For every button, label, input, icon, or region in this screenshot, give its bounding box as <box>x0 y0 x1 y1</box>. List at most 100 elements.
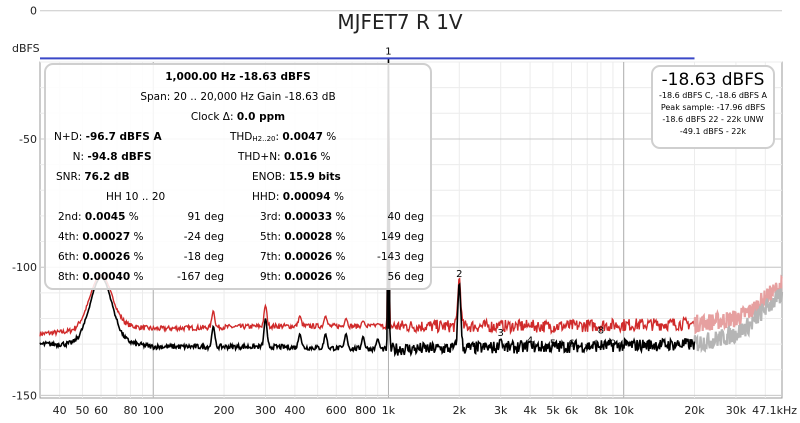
y-tick-label: 0 <box>30 5 37 18</box>
harmonic-marker-label: 3 <box>498 328 504 339</box>
harmonic-label: 9th: <box>260 271 281 283</box>
harmonic-marker-label: 8 <box>598 325 604 336</box>
harmonic-phase: -24 deg <box>183 231 224 243</box>
thd-unit: % <box>326 131 337 143</box>
harmonic-phase: -18 deg <box>183 251 224 263</box>
x-tick-label: 30k <box>726 404 747 417</box>
clock-value: 0.0 ppm <box>236 111 286 123</box>
hh-label: HH 10 .. 20 <box>106 191 166 203</box>
enob-value: 15.9 bits <box>288 171 341 183</box>
nd-value: -96.7 dBFS A <box>85 131 162 143</box>
x-tick-label: 400 <box>284 404 305 417</box>
level-line-2: Peak sample: -17.96 dBFS <box>660 103 766 112</box>
x-tick-label: 80 <box>123 404 137 417</box>
series-line <box>39 65 696 358</box>
tick-labels: -150 -100 -50 0 40 50 60 80 100 200 300 400 600 800 1k… <box>12 5 797 417</box>
harmonic-label: 8th: <box>58 271 79 283</box>
harmonic-markers: 1 2 3 4 5 6 789 <box>385 46 616 354</box>
x-tick-label: 3k <box>494 404 508 417</box>
x-tick-label: 40 <box>53 404 67 417</box>
harmonic-value: 0.00026 <box>82 251 131 263</box>
chart-title: MJFET7 R 1V <box>337 10 463 34</box>
y-tick-label: -100 <box>12 261 37 274</box>
harmonic-phase: 40 deg <box>387 211 425 223</box>
harmonic-phase: 56 deg <box>387 271 425 283</box>
level-line-1: -18.6 dBFS C, -18.6 dBFS A <box>659 91 767 100</box>
harmonic-marker-label: 9 <box>610 338 616 349</box>
enob-label: ENOB: <box>252 171 286 183</box>
x-tick-label: 300 <box>255 404 276 417</box>
y-axis-label: dBFS <box>12 42 40 55</box>
fundamental-label: 1 <box>385 46 391 57</box>
harmonic-value: 0.00033 <box>284 211 333 223</box>
harmonic-unit: % <box>335 271 346 283</box>
thd-sub: H2..20 <box>252 135 276 143</box>
level-main: -18.63 dBFS <box>661 70 765 90</box>
x-tick-label: 4k <box>523 404 537 417</box>
thd-label: THD <box>230 131 253 143</box>
snr-label: SNR: <box>56 171 82 183</box>
harmonic-unit: % <box>133 251 144 263</box>
x-tick-label: 47.1kHz <box>752 404 797 417</box>
harmonic-unit: % <box>133 231 144 243</box>
harmonic-phase: 149 deg <box>380 231 424 243</box>
harmonic-value: 0.00028 <box>284 231 333 243</box>
y-tick-label: -150 <box>12 389 37 402</box>
harmonic-phase: 91 deg <box>187 211 225 223</box>
x-tick-label: 200 <box>214 404 235 417</box>
hhd-unit: % <box>333 191 344 203</box>
harmonic-label: 3rd: <box>260 211 282 223</box>
thdn-label: THD+N: <box>238 151 281 163</box>
level-line-4: -49.1 dBFS - 22k <box>679 127 747 136</box>
x-tick-label: 20k <box>684 404 705 417</box>
harmonic-label: 6th: <box>58 251 79 263</box>
harmonic-value: 0.00026 <box>284 271 333 283</box>
hhd-label: HHD: <box>252 191 280 203</box>
harmonic-marker-label: 2 <box>456 269 462 280</box>
harmonic-label: 7th: <box>260 251 281 263</box>
level-readout: -18.63 dBFS -18.6 dBFS C, -18.6 dBFS A P… <box>651 65 775 149</box>
x-tick-label: 100 <box>143 404 164 417</box>
hhd-value: 0.00094 <box>282 191 331 203</box>
snr-value: 76.2 dB <box>84 171 130 183</box>
x-tick-label: 800 <box>355 404 376 417</box>
series-extension <box>693 274 783 335</box>
harmonic-marker-label: 5 <box>550 338 556 349</box>
harmonic-value: 0.00027 <box>82 231 131 243</box>
clock-label: Clock Δ: <box>190 111 237 123</box>
x-tick-label: 10k <box>614 404 635 417</box>
x-tick-label: 50 <box>75 404 89 417</box>
x-tick-label: 6k <box>565 404 579 417</box>
panel-header-span: Span: 20 .. 20,000 Hz Gain -18.63 dB <box>140 91 336 103</box>
harmonic-label: 5th: <box>260 231 281 243</box>
thdn-value: 0.016 <box>283 151 318 163</box>
y-tick-label: -50 <box>19 133 37 146</box>
thd-value: 0.0047 <box>282 131 323 143</box>
harmonic-marker-label: 6 <box>568 338 574 349</box>
x-tick-label: 1k <box>382 404 396 417</box>
nd-label: N+D: <box>54 131 83 143</box>
harmonic-marker-label: 7 <box>584 343 590 354</box>
thdn-unit: % <box>320 151 331 163</box>
harmonic-unit: % <box>335 211 346 223</box>
harmonic-value: 0.00026 <box>284 251 333 263</box>
series-extension <box>693 288 784 354</box>
harmonic-value: 0.0045 <box>84 211 126 223</box>
n-value: -94.8 dBFS <box>87 151 152 163</box>
harmonic-label: 2nd: <box>58 211 82 223</box>
harmonic-unit: % <box>335 231 346 243</box>
harmonic-unit: % <box>335 251 346 263</box>
x-tick-label: 2k <box>453 404 467 417</box>
series-line <box>39 65 696 338</box>
harmonic-label: 4th: <box>58 231 79 243</box>
harmonic-phase: -143 deg <box>377 251 424 263</box>
x-tick-label: 600 <box>326 404 347 417</box>
harmonic-unit: % <box>128 211 139 223</box>
x-tick-label: 8k <box>594 404 608 417</box>
harmonic-value: 0.00040 <box>82 271 131 283</box>
x-tick-label: 60 <box>94 404 108 417</box>
x-tick-label: 5k <box>546 404 560 417</box>
harmonic-marker-label: 4 <box>527 336 533 347</box>
n-label: N: <box>72 151 84 163</box>
panel-header-frequency: 1,000.00 Hz -18.63 dBFS <box>165 71 311 83</box>
